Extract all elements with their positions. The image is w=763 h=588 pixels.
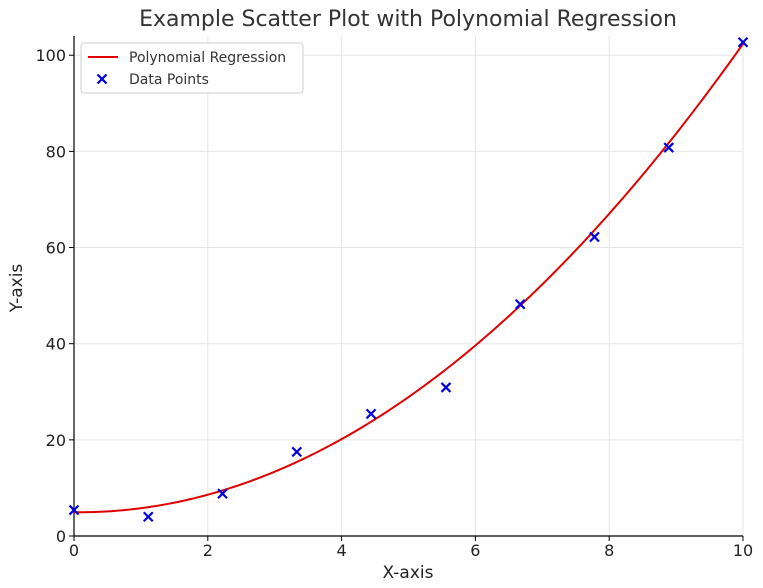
x-tick-label-5: 10 (733, 541, 753, 560)
chart-title: Example Scatter Plot with Polynomial Reg… (139, 7, 677, 32)
y-axis-title: Y-axis (7, 264, 27, 314)
x-axis-title: X-axis (383, 563, 434, 583)
legend: Polynomial Regression Data Points (80, 42, 304, 94)
regression-curve-layer (73, 43, 744, 514)
data-point-7 (589, 231, 600, 243)
x-axis-ticks: 0 2 4 6 8 10 (69, 536, 753, 560)
y-tick-label-4: 80 (46, 142, 66, 161)
legend-label-data-points: Data Points (129, 72, 209, 88)
y-tick-label-3: 60 (46, 239, 66, 258)
legend-marker-swatch (96, 73, 108, 85)
data-point-0 (68, 504, 80, 516)
regression-curve (73, 43, 744, 514)
y-tick-label-5: 100 (35, 46, 66, 65)
data-point-6 (514, 298, 526, 310)
legend-label-regression: Polynomial Regression (129, 50, 286, 66)
data-point-4 (365, 408, 377, 420)
y-tick-label-1: 20 (46, 431, 66, 450)
y-axis-ticks: 0 20 40 60 80 100 (35, 46, 74, 546)
data-point-1 (142, 511, 154, 523)
y-tick-label-2: 40 (46, 335, 66, 354)
data-point-5 (440, 382, 452, 393)
axes (73, 36, 743, 537)
x-tick-label-3: 6 (470, 541, 480, 560)
y-tick-label-0: 0 (56, 527, 66, 546)
data-points-layer (68, 36, 749, 523)
x-tick-label-4: 8 (604, 541, 614, 560)
legend-marker-x (96, 73, 108, 85)
data-point-2 (217, 488, 228, 499)
data-point-8 (663, 142, 675, 153)
x-tick-label-2: 4 (337, 541, 347, 560)
legend-box (80, 42, 304, 94)
data-point-3 (291, 446, 303, 458)
data-point-9 (737, 36, 749, 48)
x-tick-label-1: 2 (203, 541, 213, 560)
x-tick-label-0: 0 (69, 541, 79, 560)
grid (73, 36, 744, 537)
